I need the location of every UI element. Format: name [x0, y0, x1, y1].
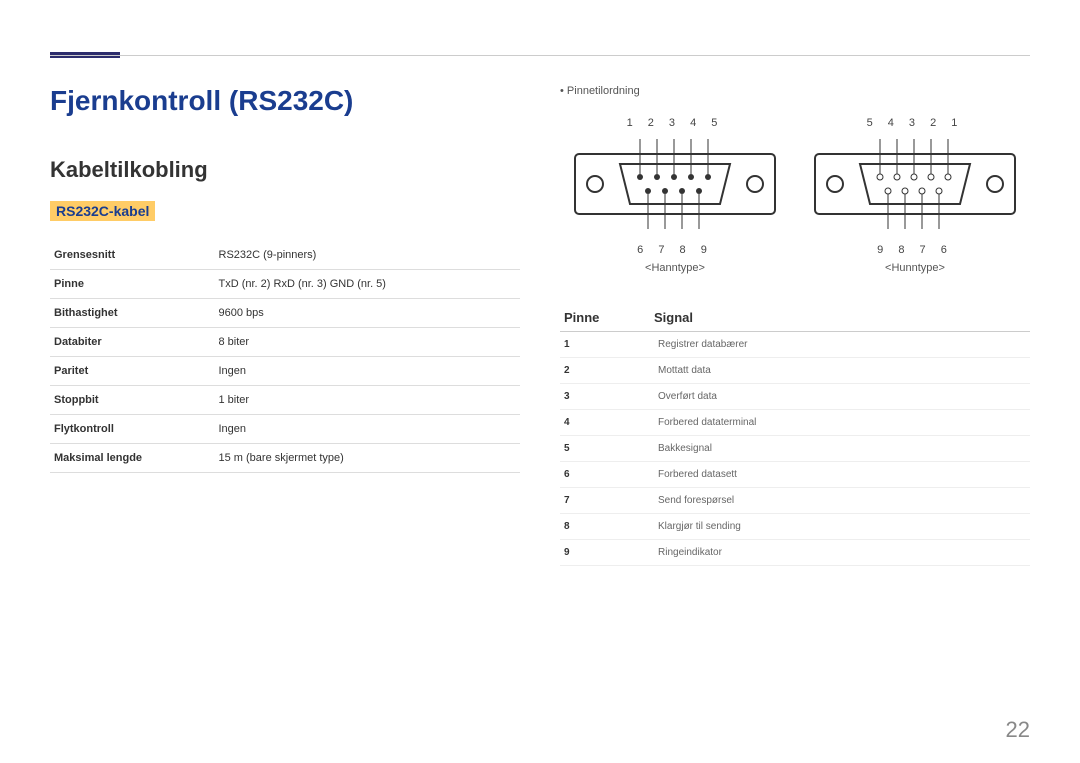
male-bottom-pins: 6 7 8 9: [570, 244, 780, 256]
signal-name: Forbered dataterminal: [654, 410, 1030, 436]
spec-value: 8 biter: [215, 328, 521, 357]
left-column: Fjernkontroll (RS232C) Kabeltilkobling R…: [50, 85, 520, 566]
db9-female-icon: [810, 129, 1020, 239]
signal-name: Forbered datasett: [654, 462, 1030, 488]
page-title: Fjernkontroll (RS232C): [50, 85, 520, 117]
section-label: RS232C-kabel: [50, 201, 155, 221]
spec-value: 9600 bps: [215, 299, 521, 328]
db9-male-icon: [570, 129, 780, 239]
signal-col-pin: Pinne: [560, 310, 654, 325]
female-label: <Hunntype>: [810, 262, 1020, 274]
spec-key: Stoppbit: [50, 386, 215, 415]
table-row: 3Overført data: [560, 384, 1030, 410]
table-row: Bithastighet9600 bps: [50, 299, 520, 328]
right-column: Pinnetilordning 1 2 3 4 5: [560, 85, 1030, 566]
connector-diagrams: 1 2 3 4 5: [560, 117, 1030, 274]
spec-table: GrensesnittRS232C (9-pinners)PinneTxD (n…: [50, 241, 520, 473]
table-row: 1Registrer databærer: [560, 332, 1030, 358]
pin-number: 2: [560, 358, 654, 384]
signal-name: Mottatt data: [654, 358, 1030, 384]
spec-value: Ingen: [215, 415, 521, 444]
table-row: GrensesnittRS232C (9-pinners): [50, 241, 520, 270]
spec-value: TxD (nr. 2) RxD (nr. 3) GND (nr. 5): [215, 270, 521, 299]
table-row: 4Forbered dataterminal: [560, 410, 1030, 436]
table-row: 6Forbered datasett: [560, 462, 1030, 488]
table-row: ParitetIngen: [50, 357, 520, 386]
table-row: Stoppbit1 biter: [50, 386, 520, 415]
male-label: <Hanntype>: [570, 262, 780, 274]
signal-name: Send forespørsel: [654, 488, 1030, 514]
signal-name: Klargjør til sending: [654, 514, 1030, 540]
signal-name: Bakkesignal: [654, 436, 1030, 462]
signal-table: 1Registrer databærer2Mottatt data3Overfø…: [560, 332, 1030, 566]
male-connector: 1 2 3 4 5: [570, 117, 780, 274]
pin-number: 9: [560, 540, 654, 566]
pin-number: 7: [560, 488, 654, 514]
pin-number: 6: [560, 462, 654, 488]
spec-value: RS232C (9-pinners): [215, 241, 521, 270]
female-connector: 5 4 3 2 1 9 8 7 6 <Hunn: [810, 117, 1020, 274]
signal-col-signal: Signal: [654, 310, 1030, 325]
spec-key: Databiter: [50, 328, 215, 357]
signal-name: Overført data: [654, 384, 1030, 410]
spec-value: 1 biter: [215, 386, 521, 415]
content: Fjernkontroll (RS232C) Kabeltilkobling R…: [50, 85, 1030, 566]
signal-name: Registrer databærer: [654, 332, 1030, 358]
table-row: PinneTxD (nr. 2) RxD (nr. 3) GND (nr. 5): [50, 270, 520, 299]
spec-value: 15 m (bare skjermet type): [215, 444, 521, 473]
pin-arrangement-label: Pinnetilordning: [560, 85, 1030, 97]
pin-number: 4: [560, 410, 654, 436]
table-row: 9Ringeindikator: [560, 540, 1030, 566]
table-row: Maksimal lengde15 m (bare skjermet type): [50, 444, 520, 473]
pin-number: 1: [560, 332, 654, 358]
table-row: Databiter8 biter: [50, 328, 520, 357]
female-top-pins: 5 4 3 2 1: [810, 117, 1020, 129]
signal-name: Ringeindikator: [654, 540, 1030, 566]
spec-key: Grensesnitt: [50, 241, 215, 270]
signal-table-header: Pinne Signal: [560, 304, 1030, 332]
table-row: 7Send forespørsel: [560, 488, 1030, 514]
spec-value: Ingen: [215, 357, 521, 386]
spec-key: Flytkontroll: [50, 415, 215, 444]
subtitle: Kabeltilkobling: [50, 157, 520, 183]
pin-number: 8: [560, 514, 654, 540]
female-bottom-pins: 9 8 7 6: [810, 244, 1020, 256]
page-number: 22: [1006, 717, 1030, 743]
pin-number: 3: [560, 384, 654, 410]
spec-key: Paritet: [50, 357, 215, 386]
table-row: 2Mottatt data: [560, 358, 1030, 384]
table-row: FlytkontrollIngen: [50, 415, 520, 444]
table-row: 8Klargjør til sending: [560, 514, 1030, 540]
spec-key: Bithastighet: [50, 299, 215, 328]
table-row: 5Bakkesignal: [560, 436, 1030, 462]
header-rule: [50, 55, 1030, 56]
male-top-pins: 1 2 3 4 5: [570, 117, 780, 129]
spec-key: Maksimal lengde: [50, 444, 215, 473]
spec-key: Pinne: [50, 270, 215, 299]
pin-number: 5: [560, 436, 654, 462]
